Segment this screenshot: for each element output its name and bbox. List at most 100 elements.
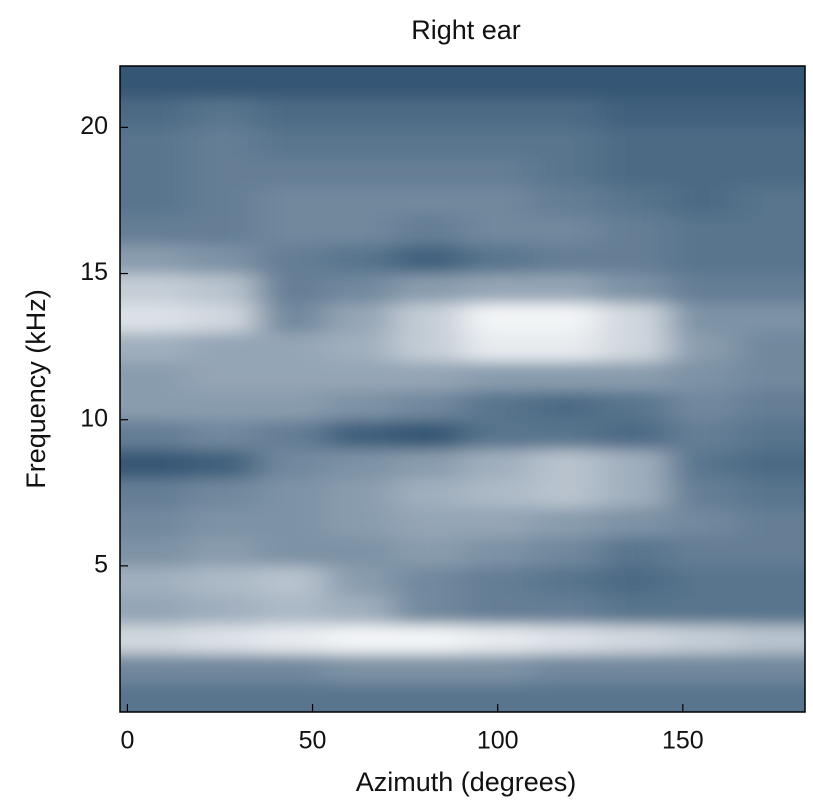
heatmap-cell xyxy=(531,185,600,216)
heatmap-cell xyxy=(325,273,395,304)
heatmap-cell xyxy=(394,302,463,333)
heatmap-cell xyxy=(599,66,669,99)
heatmap-cell xyxy=(599,244,669,275)
heatmap-cell xyxy=(736,273,805,304)
heatmap-cell xyxy=(325,565,395,596)
x-tick-label: 100 xyxy=(477,727,519,755)
heatmap xyxy=(120,66,805,712)
heatmap-cell xyxy=(531,507,600,538)
heatmap-cell xyxy=(736,536,805,567)
heatmap-cell xyxy=(188,244,258,275)
heatmap-cell xyxy=(462,215,532,245)
heatmap-cell xyxy=(736,478,805,508)
heatmap-cell xyxy=(188,653,258,684)
heatmap-cell xyxy=(736,332,805,362)
heatmap-cell xyxy=(668,215,737,245)
heatmap-cell xyxy=(668,536,737,567)
heatmap-cell xyxy=(736,361,805,391)
heatmap-cell xyxy=(120,419,189,450)
x-tick-label: 150 xyxy=(662,727,704,755)
heatmap-cell xyxy=(668,624,737,655)
heatmap-cell xyxy=(325,332,395,362)
heatmap-cell xyxy=(120,302,189,333)
heatmap-cell xyxy=(599,419,669,450)
heatmap-cell xyxy=(188,332,258,362)
heatmap-cell xyxy=(325,215,395,245)
heatmap-cell xyxy=(325,595,395,625)
heatmap-cell xyxy=(599,595,669,625)
heatmap-cell xyxy=(394,419,463,450)
heatmap-cell xyxy=(120,66,189,99)
heatmap-cell xyxy=(462,127,532,158)
heatmap-cell xyxy=(188,507,258,538)
heatmap-cell xyxy=(120,507,189,538)
x-tick-label: 0 xyxy=(120,727,134,755)
heatmap-cell xyxy=(188,156,258,187)
heatmap-cell xyxy=(257,332,326,362)
heatmap-cell xyxy=(736,507,805,538)
heatmap-cell xyxy=(531,127,600,158)
heatmap-cell xyxy=(325,682,395,712)
heatmap-cell xyxy=(257,66,326,99)
heatmap-cell xyxy=(736,565,805,596)
heatmap-cell xyxy=(120,98,189,128)
heatmap-cell xyxy=(531,98,600,128)
heatmap-cell xyxy=(257,390,326,421)
heatmap-cell xyxy=(462,536,532,567)
heatmap-cell xyxy=(188,624,258,655)
heatmap-cell xyxy=(325,127,395,158)
heatmap-cell xyxy=(188,185,258,216)
heatmap-cell xyxy=(325,419,395,450)
heatmap-cell xyxy=(531,536,600,567)
heatmap-cell xyxy=(394,185,463,216)
heatmap-cell xyxy=(257,448,326,479)
heatmap-cell xyxy=(257,361,326,391)
heatmap-cell xyxy=(394,478,463,508)
y-tick-label: 20 xyxy=(80,112,108,140)
heatmap-cell xyxy=(188,361,258,391)
heatmap-cell xyxy=(462,419,532,450)
heatmap-cell xyxy=(120,653,189,684)
heatmap-cell xyxy=(120,244,189,275)
heatmap-cell xyxy=(257,565,326,596)
heatmap-cell xyxy=(736,390,805,421)
heatmap-cell xyxy=(668,682,737,712)
heatmap-cell xyxy=(394,682,463,712)
heatmap-cell xyxy=(394,595,463,625)
heatmap-cell xyxy=(531,302,600,333)
heatmap-cell xyxy=(325,302,395,333)
heatmap-cell xyxy=(462,156,532,187)
heatmap-cell xyxy=(394,565,463,596)
heatmap-cell xyxy=(668,390,737,421)
heatmap-cell xyxy=(257,624,326,655)
heatmap-cell xyxy=(599,507,669,538)
heatmap-cell xyxy=(531,66,600,99)
heatmap-cell xyxy=(462,361,532,391)
heatmap-cell xyxy=(120,595,189,625)
heatmap-cell xyxy=(394,66,463,99)
heatmap-cell xyxy=(120,624,189,655)
heatmap-cell xyxy=(120,682,189,712)
heatmap-cell xyxy=(257,273,326,304)
heatmap-cell xyxy=(325,624,395,655)
heatmap-cell xyxy=(188,390,258,421)
heatmap-cell xyxy=(531,390,600,421)
heatmap-cell xyxy=(325,507,395,538)
heatmap-cell xyxy=(668,66,737,99)
heatmap-cell xyxy=(668,478,737,508)
heatmap-cell xyxy=(462,98,532,128)
plot-area xyxy=(120,66,805,712)
heatmap-cell xyxy=(462,653,532,684)
heatmap-cell xyxy=(599,682,669,712)
heatmap-cell xyxy=(394,536,463,567)
heatmap-cell xyxy=(599,127,669,158)
heatmap-cell xyxy=(599,390,669,421)
heatmap-cell xyxy=(188,595,258,625)
heatmap-cell xyxy=(668,273,737,304)
heatmap-cell xyxy=(120,478,189,508)
heatmap-cell xyxy=(120,332,189,362)
heatmap-cell xyxy=(736,156,805,187)
heatmap-cell xyxy=(531,565,600,596)
heatmap-cell xyxy=(668,302,737,333)
